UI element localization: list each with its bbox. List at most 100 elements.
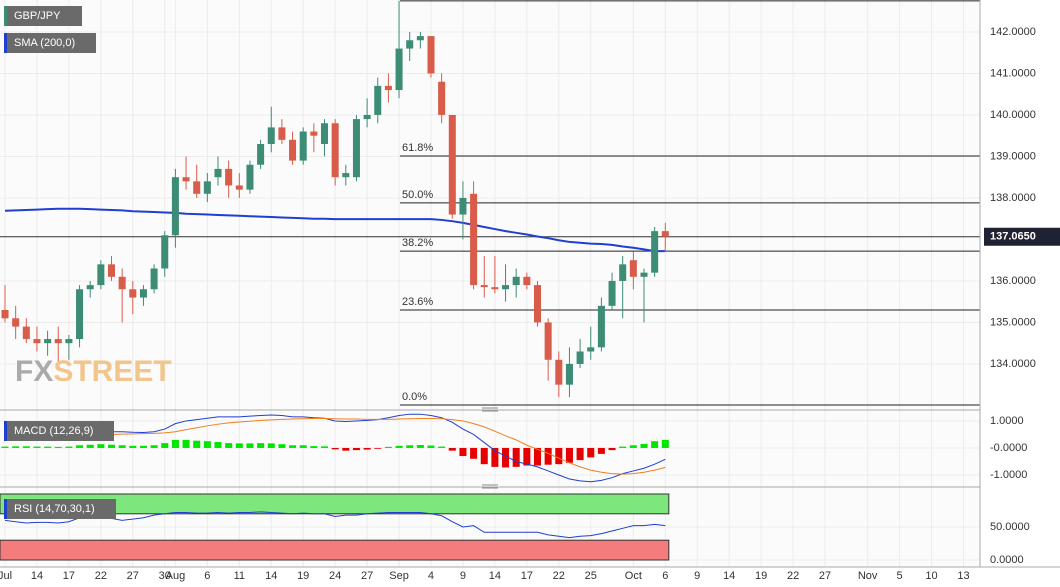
- macd-histogram-bar: [1, 446, 9, 448]
- macd-histogram-bar: [512, 447, 520, 467]
- watermark-street: STREET: [53, 355, 171, 388]
- macd-histogram-bar: [150, 445, 158, 448]
- x-tick-label: 27: [361, 570, 373, 582]
- macd-histogram-bar: [523, 447, 531, 466]
- x-tick-label: 4: [428, 570, 434, 582]
- fib-label: 23.6%: [402, 296, 433, 308]
- macd-histogram-bar: [576, 447, 584, 461]
- candle-body: [587, 347, 595, 352]
- plot: 61.8% 50.0% 38.2% 23.6% 0.0%: [0, 0, 980, 561]
- candle-body: [470, 193, 478, 286]
- candle-body: [203, 181, 211, 194]
- x-tick-label: 19: [297, 570, 309, 582]
- macd-histogram-bar: [44, 446, 52, 448]
- macd-histogram-bar: [320, 446, 329, 448]
- candle-body: [225, 168, 233, 186]
- candle-body: [86, 285, 94, 290]
- x-tick-label: 10: [925, 570, 937, 582]
- candle-body: [661, 231, 669, 237]
- y-tick-label: 142.0000: [990, 26, 1036, 38]
- candle-body: [12, 318, 20, 327]
- macd-histogram-bar: [331, 447, 339, 450]
- candle-body: [214, 168, 222, 178]
- candle-body: [459, 197, 467, 215]
- macd-histogram-bar: [267, 443, 275, 448]
- candle-body: [629, 260, 637, 277]
- y-tick-label: -1.0000: [990, 469, 1027, 481]
- candle-body: [374, 85, 382, 115]
- x-tick-label: 27: [819, 570, 831, 582]
- macd-histogram-bar: [640, 443, 648, 448]
- candle-body: [448, 114, 456, 215]
- x-tick-label: 6: [662, 570, 668, 582]
- y-tick-label: 136.0000: [990, 275, 1036, 287]
- candle-body: [182, 177, 190, 182]
- current-price-label: 137.0650: [990, 231, 1036, 243]
- candle-body: [480, 285, 488, 288]
- macd-histogram-bar: [629, 445, 637, 448]
- x-tick-label: 6: [204, 570, 210, 582]
- candle-body: [193, 181, 201, 194]
- candle-body: [76, 289, 84, 340]
- fib-label: 38.2%: [402, 237, 433, 249]
- macd-line: [4, 418, 666, 475]
- macd-histogram-bar: [86, 444, 94, 448]
- macd-histogram-bar: [118, 445, 126, 448]
- x-tick-label: 19: [755, 570, 767, 582]
- x-tick-label: 30: [159, 570, 171, 582]
- current-price-box: [984, 227, 1060, 246]
- macd-histogram-bar: [171, 439, 179, 448]
- y-tick-label: 139.0000: [990, 150, 1036, 162]
- candle-body: [44, 339, 52, 344]
- x-tick-label: 17: [63, 570, 75, 582]
- watermark: FXSTREET: [15, 355, 172, 388]
- candle-body: [384, 85, 392, 91]
- macd-histogram-bar: [299, 445, 307, 448]
- candle-body: [235, 185, 243, 190]
- y-tick-label: 134.0000: [990, 358, 1036, 370]
- y-tick-label: -0.0000: [990, 442, 1027, 454]
- macd-histogram-bar: [651, 441, 659, 448]
- rsi-line: [4, 511, 666, 539]
- oversold-band: [0, 539, 670, 561]
- macd-histogram-bar: [533, 447, 542, 466]
- macd-histogram-bar: [384, 446, 392, 448]
- x-tick-label: Jul: [0, 570, 12, 582]
- macd-histogram-bar: [182, 439, 190, 448]
- macd-histogram-bar: [129, 445, 137, 448]
- panel-handle[interactable]: [482, 407, 498, 489]
- y-tick-label: 50.0000: [990, 521, 1030, 533]
- x-tick-label: 17: [521, 570, 533, 582]
- x-tick-label: 9: [460, 570, 466, 582]
- x-tick-label: Sep: [389, 570, 409, 582]
- candle-body: [491, 287, 499, 290]
- fib-label: 61.8%: [402, 142, 433, 154]
- macd-histogram-bar: [619, 446, 627, 448]
- candle-body: [363, 114, 371, 120]
- macd-histogram-bar: [416, 444, 424, 448]
- y-tick-label: 1.0000: [990, 415, 1024, 427]
- candle-body: [161, 235, 169, 269]
- candle-body: [22, 326, 30, 340]
- candle-body: [544, 322, 552, 360]
- macd-histogram-bar: [289, 445, 297, 448]
- candle-body: [331, 123, 339, 178]
- x-tick-label: 13: [957, 570, 969, 582]
- candle-body: [555, 359, 563, 385]
- x-tick-label: 14: [31, 570, 43, 582]
- candle-body: [342, 173, 350, 178]
- macd-histogram-bar: [246, 443, 254, 448]
- plot-background: [0, 0, 980, 567]
- macd-histogram-bar: [22, 446, 30, 448]
- x-tick-label: 22: [95, 570, 107, 582]
- macd-histogram-bar: [97, 444, 105, 448]
- candle-body: [289, 139, 297, 161]
- sma-line: [4, 207, 666, 253]
- candle-body: [576, 351, 584, 364]
- fib-label: 0.0%: [402, 391, 427, 403]
- legend[interactable]: GBP/JPY SMA (200,0) MACD (12,26,9) RSI (…: [4, 6, 116, 519]
- fib-label: 50.0%: [402, 189, 433, 201]
- macd-histogram-bar: [352, 447, 360, 451]
- macd-histogram-bar: [406, 445, 414, 448]
